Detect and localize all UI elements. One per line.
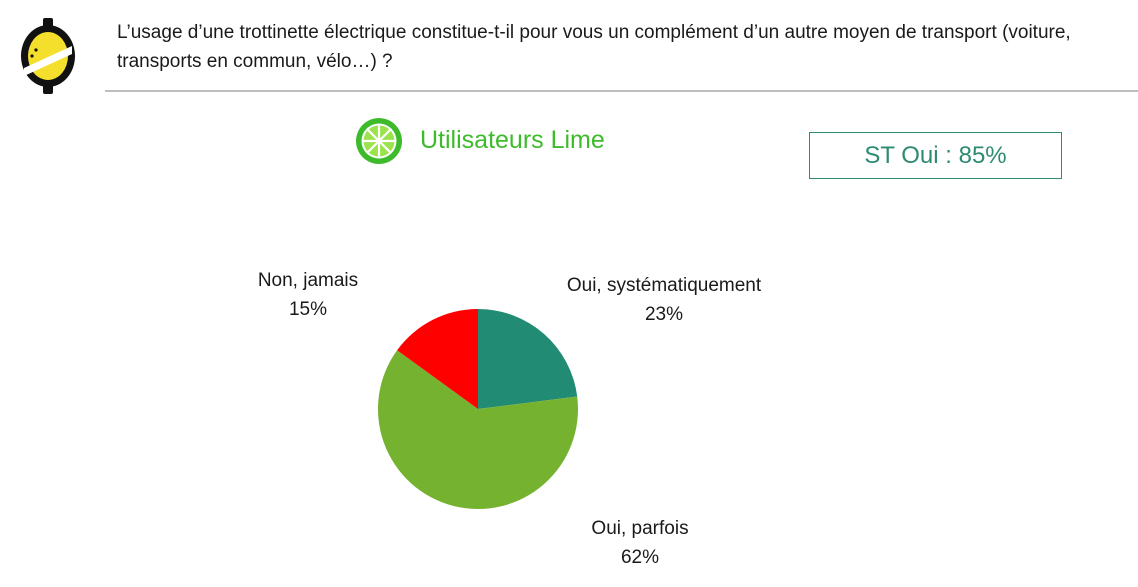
lime-logo-icon <box>21 18 75 94</box>
lime-slice-icon <box>356 118 402 164</box>
slice-value-3: 15% <box>289 299 327 320</box>
slice-label-3: Non, jamais <box>258 270 358 291</box>
segment-title: Utilisateurs Lime <box>420 126 605 154</box>
pie-slice-3 <box>397 309 478 409</box>
summary-box: ST Oui : 85% <box>809 132 1062 179</box>
pie-slice-2 <box>377 350 578 510</box>
slice-label-1: Oui, systématiquement <box>567 275 762 296</box>
slice-label-2: Oui, parfois <box>591 518 688 539</box>
slice-value-1: 23% <box>645 304 683 325</box>
header-divider <box>105 90 1138 92</box>
survey-question: L’usage d’une trottinette électrique con… <box>117 22 1071 72</box>
slice-value-2: 62% <box>621 547 659 568</box>
pie-slice-1 <box>478 309 578 409</box>
